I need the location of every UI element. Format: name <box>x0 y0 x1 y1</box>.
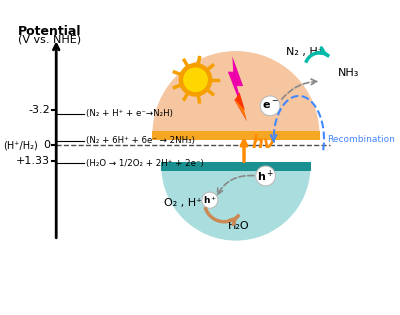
Text: Recombination: Recombination <box>328 135 396 145</box>
Text: (V vs. NHE): (V vs. NHE) <box>18 35 81 45</box>
Text: h$^+$: h$^+$ <box>257 168 274 184</box>
Bar <box>152 131 320 140</box>
Text: 0: 0 <box>43 140 50 150</box>
Circle shape <box>260 96 280 116</box>
Circle shape <box>256 166 276 186</box>
Text: NH₃: NH₃ <box>338 68 359 78</box>
Circle shape <box>202 192 218 208</box>
Polygon shape <box>234 100 247 121</box>
Text: (H₂O → 1/2O₂ + 2H⁺ + 2e⁻): (H₂O → 1/2O₂ + 2H⁺ + 2e⁻) <box>86 159 204 168</box>
Circle shape <box>184 68 207 91</box>
Text: h$^+$: h$^+$ <box>203 194 217 206</box>
Polygon shape <box>235 92 245 110</box>
Text: O₂ , H⁺: O₂ , H⁺ <box>164 198 202 209</box>
Text: +1.33: +1.33 <box>16 156 50 166</box>
Text: (N₂ + 6H⁺ + 6e⁻ → 2NH₃): (N₂ + 6H⁺ + 6e⁻ → 2NH₃) <box>86 136 195 146</box>
Text: e$^-$: e$^-$ <box>262 100 278 112</box>
Text: Potential: Potential <box>18 25 81 38</box>
Text: H₂O: H₂O <box>228 221 250 231</box>
Circle shape <box>179 64 212 96</box>
Text: N₂ , H⁺: N₂ , H⁺ <box>286 47 324 57</box>
Text: hν: hν <box>251 134 274 152</box>
Text: -3.2: -3.2 <box>28 105 50 115</box>
Text: (N₂ + H⁺ + e⁻→N₂H): (N₂ + H⁺ + e⁻→N₂H) <box>86 109 173 118</box>
Wedge shape <box>152 51 320 135</box>
Wedge shape <box>161 166 310 241</box>
Text: (H⁺/H₂): (H⁺/H₂) <box>4 140 38 150</box>
Bar <box>161 163 310 170</box>
Polygon shape <box>228 56 247 121</box>
